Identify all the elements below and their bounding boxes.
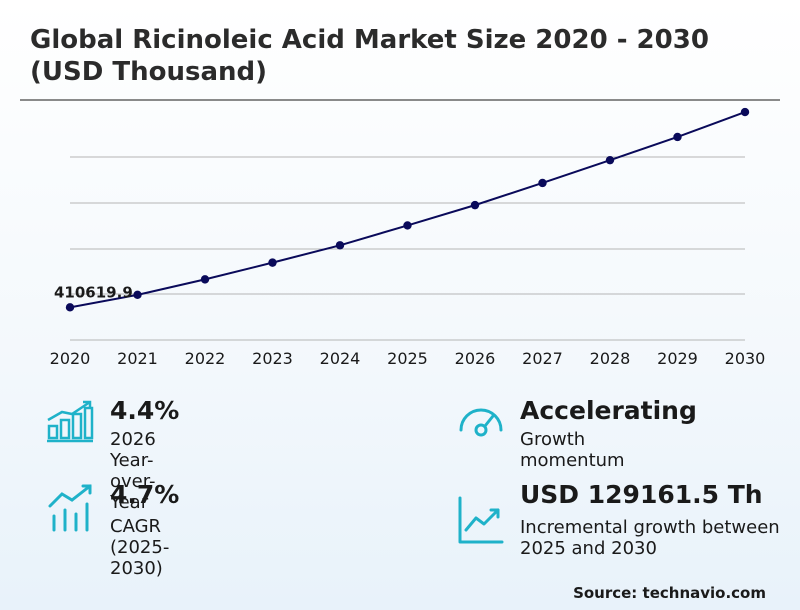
title-divider — [20, 99, 780, 101]
speedometer-icon — [459, 408, 503, 437]
x-tick-label: 2022 — [185, 349, 226, 368]
x-tick-label: 2023 — [252, 349, 293, 368]
data-point — [65, 303, 75, 312]
data-point — [538, 178, 547, 188]
stat-momentum-label: Growth momentum — [520, 429, 625, 471]
x-tick-label: 2025 — [387, 349, 428, 368]
stat-yoy-label: 2026 Year-over-Year — [110, 429, 156, 513]
data-point — [673, 132, 682, 142]
series-line — [69, 111, 746, 309]
data-point — [403, 221, 412, 230]
data-point — [268, 258, 277, 267]
x-tick-label: 2028 — [590, 349, 631, 368]
data-points — [65, 107, 750, 312]
stat-incremental-value: USD 129161.5 Th — [520, 480, 763, 509]
stat-yoy-value: 4.4% — [110, 396, 180, 425]
series-line-group — [69, 111, 746, 309]
stat-momentum-value: Accelerating — [520, 396, 697, 425]
x-tick-label: 2021 — [117, 349, 158, 368]
x-axis-ticks: 2020 2021 2022 2023 2024 2025 2026 2027 2028 2029… — [50, 349, 766, 368]
bar-growth-icon — [47, 400, 94, 443]
data-label: 410619.9 — [54, 283, 133, 301]
x-tick-label: 2020 — [50, 349, 91, 368]
grid-lines — [70, 156, 745, 341]
stat-cagr-label: CAGR (2025-2030) — [110, 516, 170, 579]
data-point — [133, 290, 142, 300]
line-chart-icon — [458, 496, 504, 544]
data-point — [605, 155, 615, 165]
data-point — [335, 241, 345, 250]
x-tick-label: 2029 — [657, 349, 698, 368]
line-chart: 2020 2021 2022 2023 2024 2025 2026 2027 2028 2029… — [50, 107, 766, 368]
x-tick-label: 2024 — [320, 349, 361, 368]
data-point — [740, 107, 750, 117]
trend-bars-icon — [48, 484, 92, 532]
data-point — [470, 200, 480, 210]
x-tick-label: 2030 — [725, 349, 766, 368]
stat-incremental-label: Incremental growth between 2025 and 2030 — [520, 517, 780, 559]
x-tick-label: 2026 — [455, 349, 496, 368]
chart-title: Global Ricinoleic Acid Market Size 2020 … — [30, 25, 709, 87]
source-credit: Source: technavio.com — [573, 584, 766, 602]
data-point — [200, 275, 210, 284]
data-labels: 410619.9 — [54, 283, 133, 301]
x-tick-label: 2027 — [522, 349, 563, 368]
stat-cagr-value: 4.7% — [110, 480, 180, 509]
